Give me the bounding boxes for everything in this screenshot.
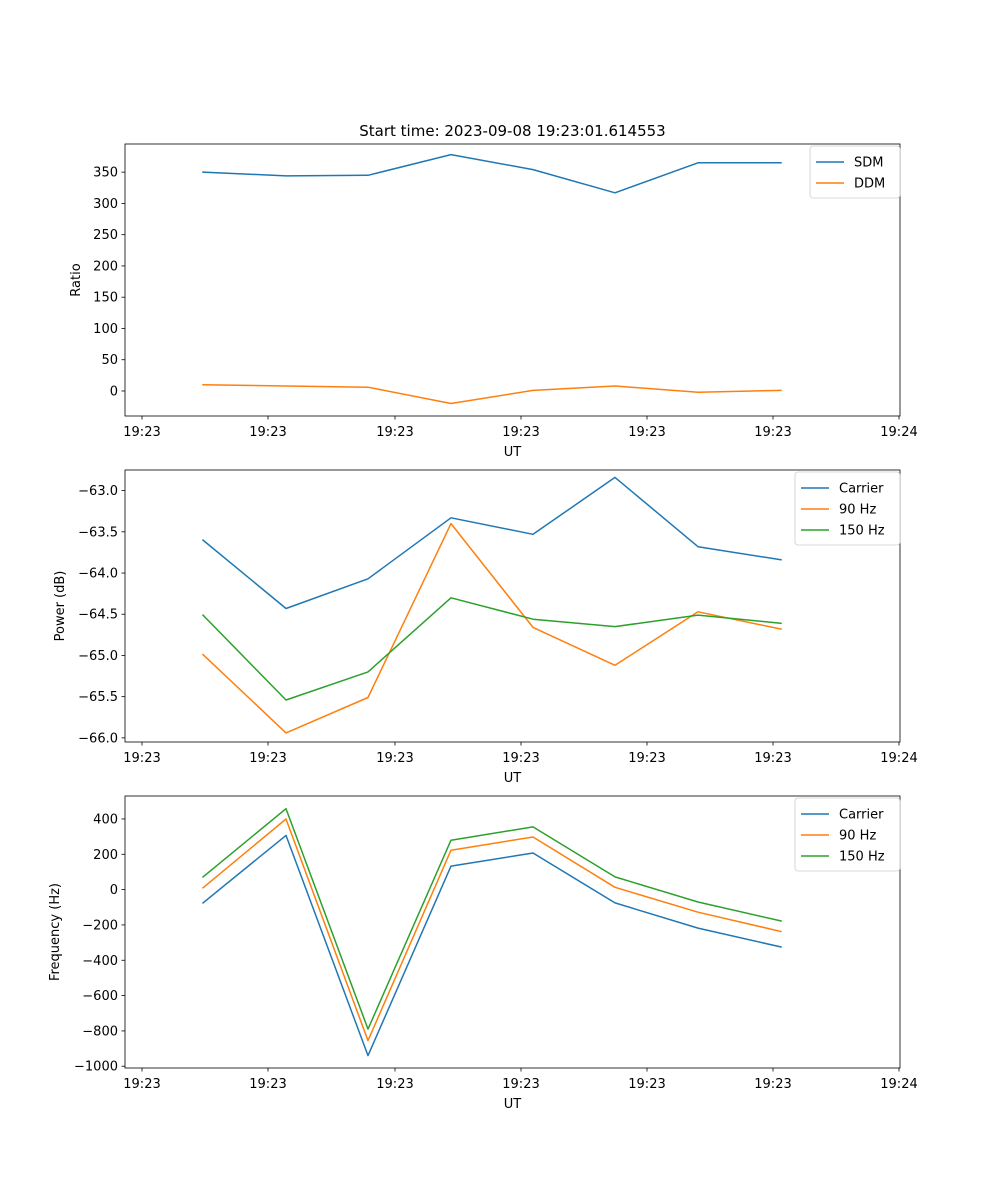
y-tick-label: −65.5 — [78, 690, 118, 705]
y-tick-label: −64.5 — [78, 608, 118, 623]
y-tick-label: −400 — [82, 954, 118, 969]
legend-box — [794, 471, 901, 546]
x-tick-label: 19:23 — [754, 1077, 791, 1092]
plot-frame — [124, 795, 901, 1069]
legend-entry: Carrier — [839, 482, 884, 497]
x-tick-label: 19:24 — [880, 425, 917, 440]
x-tick-label: 19:24 — [880, 1077, 917, 1092]
y-tick-label: −63.5 — [78, 525, 118, 540]
y-tick-label: −600 — [82, 989, 118, 1004]
x-tick-label: 19:23 — [249, 1077, 286, 1092]
x-tick-label: 19:23 — [376, 1077, 413, 1092]
y-tick-label: −1000 — [74, 1060, 118, 1075]
y-tick-label: −63.0 — [78, 484, 118, 499]
y-tick-label: 350 — [93, 166, 118, 181]
y-tick-label: 0 — [110, 883, 118, 898]
y-tick-label: 200 — [93, 848, 118, 863]
x-tick-label: 19:23 — [123, 425, 160, 440]
y-axis-label: Power (dB) — [53, 571, 68, 642]
x-tick-label: 19:23 — [628, 751, 665, 766]
legend-entry: 150 Hz — [839, 524, 885, 539]
panels: 19:23 19:23 19:23 19:23 19:23 19:23 19:24 0 50 10… — [48, 143, 918, 1112]
x-tick-label: 19:24 — [880, 751, 917, 766]
y-tick-label: 300 — [93, 197, 118, 212]
series-line-ddm — [202, 383, 782, 405]
legend-box — [794, 797, 901, 872]
legend-entry: 90 Hz — [839, 503, 876, 518]
x-tick-label: 19:23 — [249, 751, 286, 766]
series-line-90-hz — [201, 818, 782, 1042]
legend-entry: DDM — [854, 177, 885, 192]
x-tick-label: 19:23 — [628, 425, 665, 440]
series-line-carrier — [201, 476, 782, 610]
y-tick-label: 50 — [101, 353, 118, 368]
x-tick-label: 19:23 — [754, 751, 791, 766]
x-tick-label: 19:23 — [249, 425, 286, 440]
y-tick-label: 250 — [93, 228, 118, 243]
x-tick-label: 19:23 — [376, 425, 413, 440]
y-tick-label: −200 — [82, 918, 118, 933]
x-tick-label: 19:23 — [123, 1077, 160, 1092]
y-tick-label: −64.0 — [78, 567, 118, 582]
legend-entry: SDM — [854, 156, 883, 171]
y-tick-label: −65.0 — [78, 649, 118, 664]
panel-2: 19:23 19:23 19:23 19:23 19:23 19:23 19:24 −66.0… — [53, 469, 918, 786]
y-tick-label: 150 — [93, 291, 118, 306]
x-axis-label: UT — [504, 1097, 522, 1112]
x-tick-label: 19:23 — [502, 425, 539, 440]
y-tick-label: 0 — [110, 384, 118, 399]
x-axis-label: UT — [504, 771, 522, 786]
chart-title: Start time: 2023-09-08 19:23:01.614553 — [359, 122, 665, 140]
legend: Carrier 90 Hz 150 Hz — [794, 471, 901, 546]
legend-box — [809, 145, 901, 199]
x-tick-label: 19:23 — [502, 1077, 539, 1092]
series-line-90-hz — [201, 522, 782, 734]
panel-3: 19:23 19:23 19:23 19:23 19:23 19:23 19:24 −1000… — [48, 795, 918, 1112]
y-tick-label: −66.0 — [78, 731, 118, 746]
plot-frame — [124, 469, 901, 743]
legend-entry: 150 Hz — [839, 850, 885, 865]
series-line-sdm — [202, 153, 782, 194]
x-tick-label: 19:23 — [123, 751, 160, 766]
y-axis-label: Frequency (Hz) — [48, 883, 63, 981]
legend: Carrier 90 Hz 150 Hz — [794, 797, 901, 872]
legend: SDM DDM — [809, 145, 901, 199]
x-tick-label: 19:23 — [754, 425, 791, 440]
x-axis-label: UT — [504, 445, 522, 460]
x-tick-label: 19:23 — [502, 751, 539, 766]
y-tick-label: 200 — [93, 259, 118, 274]
y-tick-label: 100 — [93, 322, 118, 337]
legend-entry: 90 Hz — [839, 829, 876, 844]
x-tick-label: 19:23 — [376, 751, 413, 766]
y-axis-label: Ratio — [69, 263, 84, 296]
series-line-150-hz — [201, 597, 782, 701]
panel-1: 19:23 19:23 19:23 19:23 19:23 19:23 19:24 0 50 10… — [69, 143, 918, 460]
series-line-carrier — [201, 834, 782, 1057]
y-tick-label: −800 — [82, 1024, 118, 1039]
plot-frame — [124, 143, 901, 417]
legend-entry: Carrier — [839, 808, 884, 823]
series-line-150-hz — [201, 807, 782, 1030]
y-tick-label: 400 — [93, 812, 118, 827]
x-tick-label: 19:23 — [628, 1077, 665, 1092]
